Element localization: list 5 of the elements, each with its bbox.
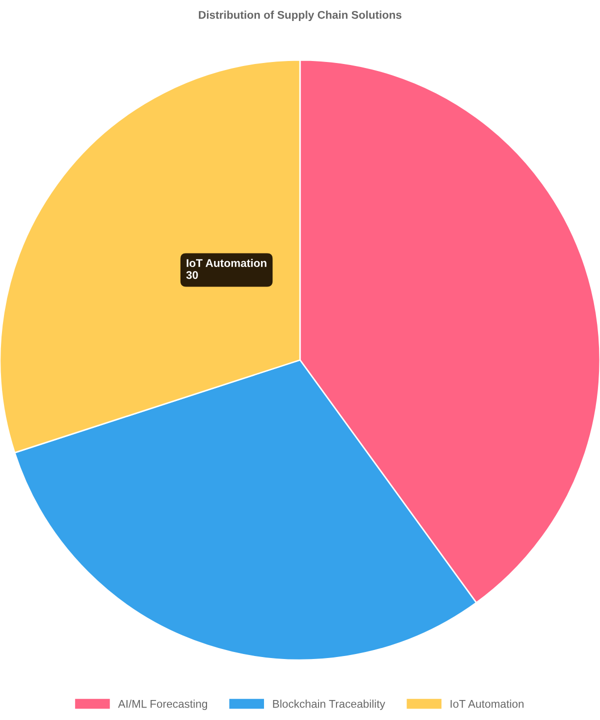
legend-label: AI/ML Forecasting bbox=[118, 700, 208, 710]
legend-label: Blockchain Traceability bbox=[273, 700, 386, 710]
chart-title: Distribution of Supply Chain Solutions bbox=[198, 10, 402, 22]
legend-label: IoT Automation bbox=[450, 700, 524, 708]
text: IoT Automation 30 bbox=[186, 258, 266, 279]
